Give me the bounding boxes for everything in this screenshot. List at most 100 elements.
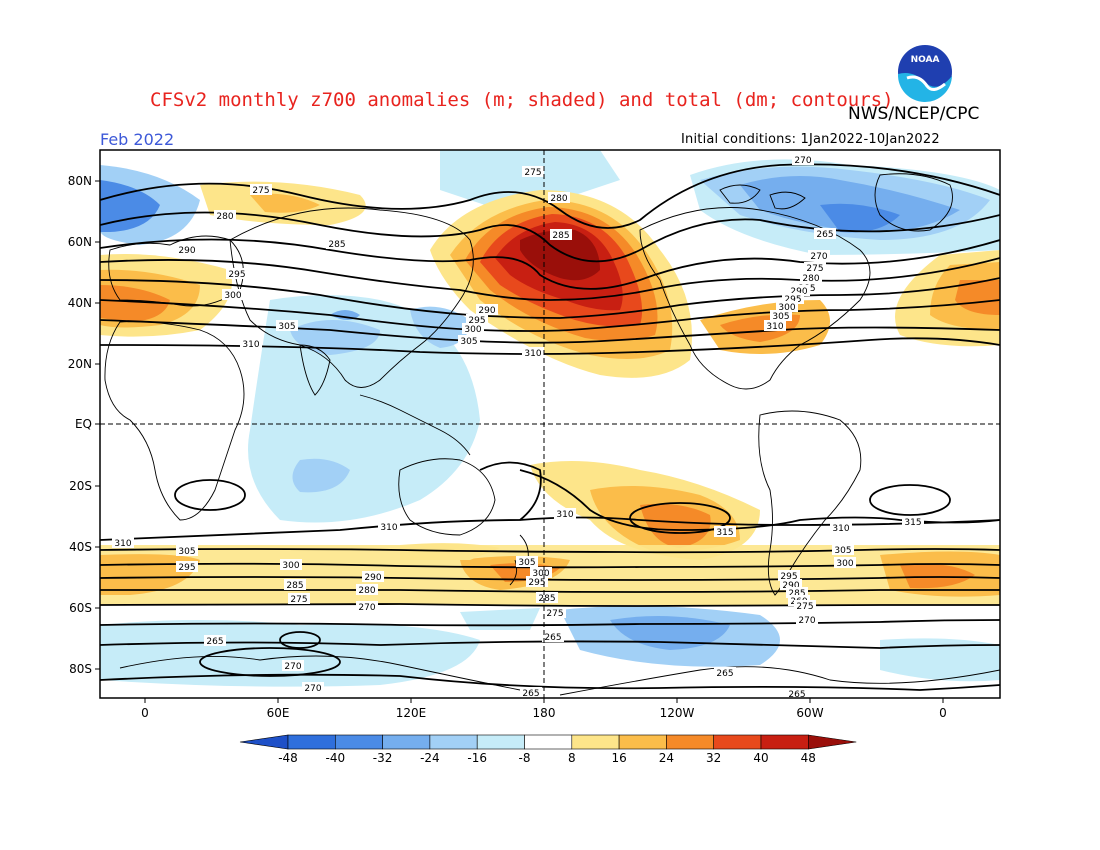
colorbar-tick-label: -32 (373, 751, 393, 765)
lat-label: 40N (68, 296, 92, 310)
contour-label: 275 (290, 595, 307, 605)
contour-label: 275 (806, 264, 823, 274)
lat-label: 20N (68, 357, 92, 371)
colorbar-tick-label: 24 (659, 751, 674, 765)
contour-label: 280 (358, 586, 375, 596)
contour-label: 310 (556, 510, 573, 520)
contour-label: 300 (836, 559, 853, 569)
contour-label: 305 (278, 322, 295, 332)
contour-label: 275 (252, 186, 269, 196)
colorbar-swatch (382, 734, 431, 750)
contour-label: 285 (788, 589, 805, 599)
colorbar-tick-label: -40 (325, 751, 345, 765)
contour-label: 265 (206, 637, 223, 647)
colorbar-tick-label: 48 (801, 751, 816, 765)
colorbar-swatch (334, 734, 383, 750)
contour-label: 280 (550, 194, 567, 204)
contour-label: 305 (518, 558, 535, 568)
chart-title: CFSv2 monthly z700 anomalies (m; shaded)… (150, 89, 894, 111)
lat-label: 40S (69, 540, 92, 554)
lat-label: 80S (69, 662, 92, 676)
contour-label: 285 (538, 594, 555, 604)
lon-label: 0 (141, 706, 149, 720)
noaa-logo: NOAA (895, 42, 955, 103)
contour-label: 290 (478, 306, 495, 316)
colorbar-tick-label: 8 (568, 751, 576, 765)
contour-label: 280 (802, 274, 819, 284)
contour-label: 305 (178, 547, 195, 557)
lon-label: 60E (267, 706, 290, 720)
colorbar-swatch (476, 734, 525, 750)
colorbar-tick-label: 16 (611, 751, 626, 765)
logo-text: NOAA (911, 55, 940, 65)
colorbar-swatch (524, 734, 573, 750)
colorbar-arrow-right (807, 734, 857, 750)
contour-label: 285 (286, 581, 303, 591)
contour-label: 275 (546, 609, 563, 619)
colorbar-tick-label: 32 (706, 751, 721, 765)
lat-label: 60S (69, 601, 92, 615)
contour-label: 285 (552, 231, 569, 241)
contour-label: 295 (528, 578, 545, 588)
axis-ticks (95, 180, 944, 703)
valid-month: Feb 2022 (100, 130, 175, 149)
contour-label: 310 (524, 349, 541, 359)
lon-label: 120E (396, 706, 427, 720)
colorbar-tick-label: -16 (467, 751, 487, 765)
contour-label: 295 (468, 316, 485, 326)
contour-label: 310 (832, 524, 849, 534)
contour-label: 270 (798, 616, 815, 626)
contour-label: 270 (794, 156, 811, 166)
contour-label: 290 (178, 246, 195, 256)
contour-label: 270 (810, 252, 827, 262)
contour-label: 265 (522, 689, 539, 699)
colorbar-tick-label: -24 (420, 751, 440, 765)
contour-label: 290 (364, 573, 381, 583)
contour-label: 300 (282, 561, 299, 571)
colorbar-tick-label: -8 (519, 751, 531, 765)
contour-label: 280 (216, 212, 233, 222)
lat-label: 20S (69, 479, 92, 493)
colorbar-swatch (618, 734, 667, 750)
contour-label: 265 (788, 690, 805, 700)
contour-label: 270 (304, 684, 321, 694)
contour-label: 275 (796, 602, 813, 612)
lat-label: 60N (68, 235, 92, 249)
colorbar-swatch (666, 734, 715, 750)
contour-label: 295 (228, 270, 245, 280)
contour-label: 265 (816, 230, 833, 240)
contour-label: 310 (242, 340, 259, 350)
contour-label: 265 (544, 633, 561, 643)
contour-label: 275 (524, 168, 541, 178)
lon-label: 60W (796, 706, 823, 720)
colorbar-swatch (429, 734, 478, 750)
contour-label: 300 (464, 325, 481, 335)
contour-label: 295 (178, 563, 195, 573)
colorbar-swatch (287, 734, 336, 750)
lat-label: 80N (68, 174, 92, 188)
contour-label: 315 (904, 518, 921, 528)
colorbar-swatch (713, 734, 762, 750)
agency-label: NWS/NCEP/CPC (848, 104, 980, 124)
colorbar-tick-label: 40 (753, 751, 768, 765)
lon-label: 120W (660, 706, 695, 720)
contour-label: 270 (358, 603, 375, 613)
colorbar: -48 -40 -32 -24 -16 -8 8 16 24 32 40 48 (239, 734, 857, 765)
height-contours (100, 163, 1000, 691)
colorbar-swatch (571, 734, 620, 750)
contour-label: 290 (782, 581, 799, 591)
contour-label: 265 (716, 669, 733, 679)
contour-label: 305 (834, 546, 851, 556)
contour-label: 300 (532, 569, 549, 579)
contour-label: 285 (328, 240, 345, 250)
initial-conditions: Initial conditions: 1Jan2022-10Jan2022 (681, 132, 940, 147)
contour-labels: 270 275 275 280 280 285 285 265 290 270 … (112, 154, 924, 700)
colorbar-arrow-left (239, 734, 289, 750)
contour-label: 295 (784, 295, 801, 305)
contour-label: 315 (716, 528, 733, 538)
coastlines (104, 173, 1000, 696)
lon-label: 180 (533, 706, 556, 720)
colorbar-swatch (760, 734, 809, 750)
colorbar-tick-label: -48 (278, 751, 298, 765)
